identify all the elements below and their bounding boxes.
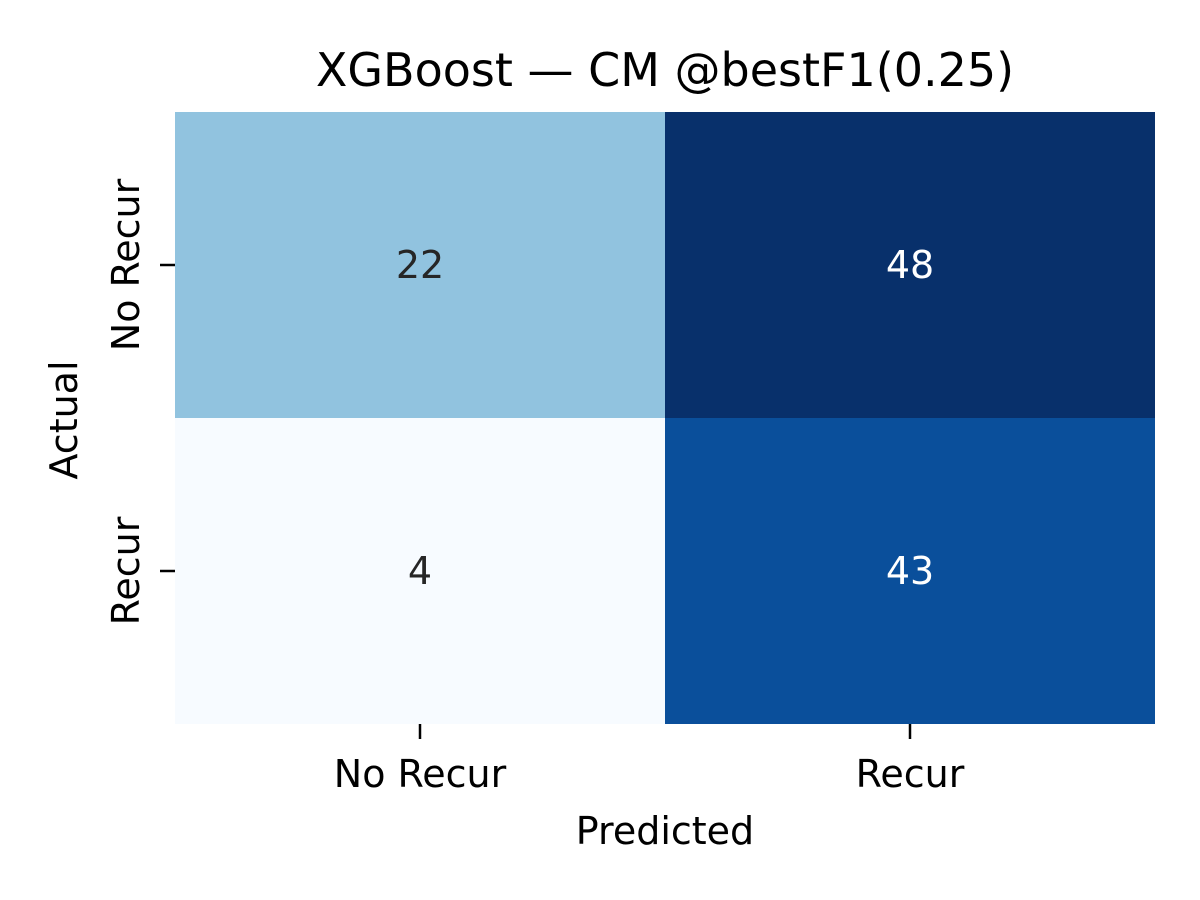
heatmap-cell (665, 418, 1155, 724)
x-axis-ticks: No Recur Recur (334, 724, 965, 796)
x-tick-label: No Recur (334, 752, 507, 796)
cell-value-label: 4 (408, 549, 432, 593)
x-axis-label: Predicted (576, 809, 754, 853)
x-tick-label: Recur (856, 752, 965, 796)
heatmap-cell (175, 418, 665, 724)
cell-value-label: 43 (886, 549, 934, 593)
cell-value-label: 22 (396, 243, 444, 287)
y-tick-label: No Recur (104, 178, 148, 351)
y-tick-label: Recur (104, 516, 148, 625)
heatmap-cell (665, 112, 1155, 418)
cell-value-label: 48 (886, 243, 934, 287)
cell-annotations: 22 48 4 43 (396, 243, 934, 593)
y-axis-label: Actual (42, 360, 86, 479)
y-axis-ticks: No Recur Recur (104, 178, 175, 625)
heatmap-cell (175, 112, 665, 418)
heatmap-cells (175, 112, 1155, 724)
chart-title: XGBoost — CM @bestF1(0.25) (316, 43, 1014, 97)
